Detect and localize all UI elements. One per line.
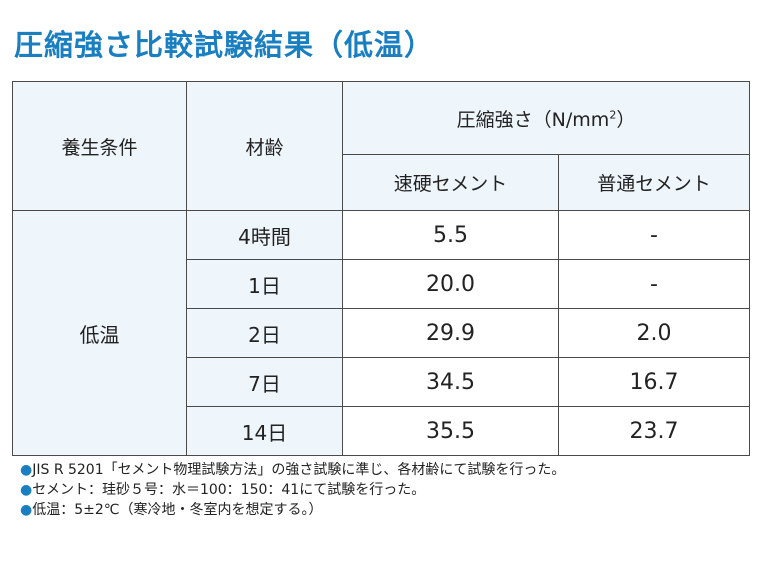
header-curing-condition: 養生条件 (12, 81, 187, 211)
normal-value-cell: - (557, 259, 751, 309)
note-item: ●セメント：珪砂５号：水＝100：150：41にて試験を行った。 (20, 480, 565, 500)
age-cell: 7日 (186, 357, 343, 407)
age-cell: 4時間 (186, 210, 343, 260)
header-normal-cement: 普通セメント (557, 154, 751, 211)
header-compressive-strength: 圧縮強さ（N/mm2） (341, 81, 751, 155)
bullet-icon: ● (20, 502, 33, 518)
normal-value-cell: 16.7 (557, 357, 751, 407)
curing-condition-cell: 低温 (12, 210, 187, 456)
table-row: 低温 4時間 5.5 - (12, 210, 751, 456)
header-strength-unit-sup: 2 (609, 108, 617, 122)
note-text: JIS R 5201「セメント物理試験方法」の強さ試験に準じ、各材齢にて試験を行… (32, 462, 566, 478)
age-cell: 2日 (186, 308, 343, 358)
page-title: 圧縮強さ比較試験結果（低温） (14, 28, 435, 62)
rapid-value-cell: 5.5 (342, 210, 559, 260)
table-row: 2日 29.9 2.0 (13, 308, 751, 358)
table-row: 7日 34.5 16.7 (13, 357, 751, 407)
age-cell: 14日 (186, 406, 343, 456)
header-strength-unit: mm (572, 108, 610, 131)
bullet-icon: ● (20, 462, 33, 478)
compressive-strength-table: 養生条件 材齢 圧縮強さ（N/mm2） 速硬セメント 普通セメント 低温 4時間… (12, 81, 751, 456)
header-strength-label: 圧縮強さ（N/ (456, 108, 573, 131)
normal-value-cell: 23.7 (557, 406, 751, 456)
note-item: ●低温：5±2℃（寒冷地・冬室内を想定する。） (20, 500, 565, 520)
table-row: 1日 20.0 - (13, 259, 751, 309)
rapid-value-cell: 20.0 (342, 259, 559, 309)
rapid-value-cell: 29.9 (342, 308, 559, 358)
age-cell: 1日 (186, 259, 343, 309)
rapid-value-cell: 34.5 (342, 357, 559, 407)
bullet-icon: ● (20, 482, 33, 498)
normal-value-cell: 2.0 (557, 308, 751, 358)
table-row: 14日 35.5 23.7 (13, 406, 751, 456)
rapid-value-cell: 35.5 (342, 406, 559, 456)
note-item: ●JIS R 5201「セメント物理試験方法」の強さ試験に準じ、各材齢にて試験を… (20, 460, 565, 480)
note-text: セメント：珪砂５号：水＝100：150：41にて試験を行った。 (32, 482, 426, 498)
note-text: 低温：5±2℃（寒冷地・冬室内を想定する。） (32, 502, 323, 518)
normal-value-cell: - (557, 210, 751, 260)
header-age: 材齢 (186, 81, 343, 211)
notes: ●JIS R 5201「セメント物理試験方法」の強さ試験に準じ、各材齢にて試験を… (20, 460, 565, 520)
header-rapid-cement: 速硬セメント (342, 154, 559, 211)
header-strength-close: ） (616, 108, 636, 131)
